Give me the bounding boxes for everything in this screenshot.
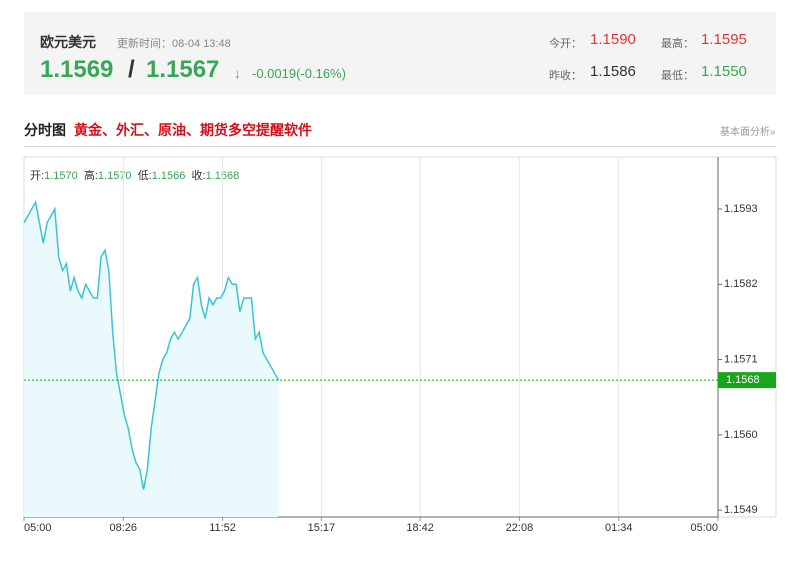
y-tick-label: 1.1582 — [724, 278, 758, 290]
y-tick-label: 1.1549 — [724, 504, 758, 516]
stat-value: 1.1550 — [701, 63, 747, 80]
x-tick-label: 15:17 — [308, 522, 336, 534]
x-tick-label: 18:42 — [406, 522, 434, 534]
change: -0.0019(-0.16%) — [252, 66, 346, 81]
analysis-link[interactable]: 基本面分析» — [720, 127, 776, 138]
stat-label: 昨收： — [549, 70, 582, 82]
x-tick-label: 11:52 — [209, 522, 236, 534]
ohlc-label: 收: — [191, 170, 206, 182]
symbol-title: 欧元美元 — [40, 34, 96, 50]
x-tick-label: 05:00 — [690, 522, 718, 534]
ohlc-value: 1.1570 — [44, 170, 78, 182]
stat-label: 今开： — [549, 38, 582, 50]
quote-header: 欧元美元 更新时间：08-04 13:48 1.1569 / 1.1567 ↓ … — [24, 12, 776, 95]
stat-value: 1.1590 — [590, 31, 636, 48]
y-tick-label: 1.1571 — [724, 353, 758, 365]
ohlc-label: 低: — [137, 170, 152, 182]
area-fill — [24, 202, 279, 517]
ask-price: 1.1567 — [146, 56, 220, 83]
stat-label: 最低： — [661, 70, 694, 82]
stat-value: 1.1595 — [701, 31, 747, 48]
ohlc-label: 开: — [30, 170, 45, 182]
change-arrow: ↓ — [234, 66, 241, 81]
separator: / — [128, 56, 135, 83]
current-price-label: 1.1568 — [726, 374, 760, 386]
promo-link[interactable]: 黄金、外汇、原油、期货多空提醒软件 — [74, 122, 312, 138]
current-price-box — [718, 372, 776, 389]
price-line — [23, 200, 280, 490]
x-tick-label: 22:08 — [506, 522, 534, 534]
stat-label: 最高： — [661, 38, 694, 50]
ohlc-label: 高: — [83, 170, 98, 182]
y-tick-label: 1.1593 — [724, 203, 758, 215]
x-tick-label: 08:26 — [110, 522, 138, 534]
y-tick-label: 1.1560 — [724, 429, 758, 441]
section-title: 分时图 — [24, 122, 66, 138]
x-tick-label: 01:34 — [605, 522, 633, 534]
ohlc-value: 1.1566 — [151, 170, 186, 182]
stat-value: 1.1586 — [590, 63, 636, 80]
divider — [24, 146, 776, 147]
x-tick-label: 05:00 — [24, 522, 52, 534]
update-time: 更新时间：08-04 13:48 — [117, 38, 231, 50]
bid-price: 1.1569 — [40, 56, 114, 83]
